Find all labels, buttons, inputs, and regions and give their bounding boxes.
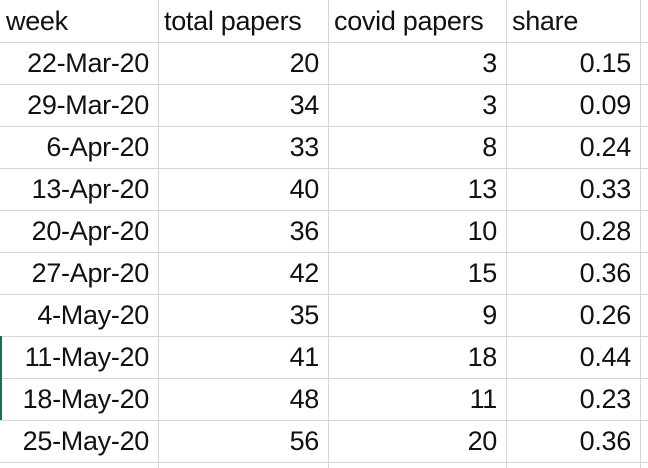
table-cell-share[interactable]: 0.33 <box>579 174 632 204</box>
table-cell-total-papers[interactable]: 40 <box>289 174 320 204</box>
selection-edge <box>0 336 2 420</box>
table-cell-total-papers[interactable]: 36 <box>289 216 320 246</box>
table-cell-covid-papers[interactable]: 15 <box>467 258 498 288</box>
table-cell-covid-papers[interactable]: 8 <box>482 132 497 162</box>
table-cell-total-papers[interactable]: 56 <box>289 426 320 456</box>
table-cell-covid-papers[interactable]: 18 <box>467 342 498 372</box>
table-cell-share[interactable]: 0.09 <box>579 90 632 120</box>
gridline-horizontal <box>0 126 648 127</box>
header-cell-share[interactable]: share <box>512 6 579 36</box>
table-cell-week[interactable]: 25-May-20 <box>22 426 150 456</box>
table-cell-share[interactable]: 0.24 <box>579 132 632 162</box>
table-cell-covid-papers[interactable]: 9 <box>482 300 497 330</box>
table-cell-covid-papers[interactable]: 13 <box>467 174 498 204</box>
table-cell-week[interactable]: 13-Apr-20 <box>31 174 150 204</box>
gridline-vertical <box>158 0 159 468</box>
header-cell-total-papers[interactable]: total papers <box>164 6 302 36</box>
gridline-horizontal <box>0 168 648 169</box>
table-cell-covid-papers[interactable]: 3 <box>482 90 497 120</box>
table-cell-covid-papers[interactable]: 20 <box>467 426 498 456</box>
gridline-horizontal <box>0 462 648 463</box>
table-cell-share[interactable]: 0.36 <box>579 258 632 288</box>
table-cell-covid-papers[interactable]: 3 <box>482 48 497 78</box>
gridline-vertical <box>328 0 329 468</box>
gridline-horizontal <box>0 378 648 379</box>
gridline-horizontal <box>0 84 648 85</box>
table-cell-total-papers[interactable]: 34 <box>289 90 320 120</box>
gridline-horizontal <box>0 336 648 337</box>
table-cell-share[interactable]: 0.44 <box>579 342 632 372</box>
table-cell-total-papers[interactable]: 41 <box>289 342 320 372</box>
table-cell-share[interactable]: 0.15 <box>579 48 632 78</box>
table-cell-week[interactable]: 4-May-20 <box>37 300 149 330</box>
table-cell-week[interactable]: 22-Mar-20 <box>27 48 149 78</box>
gridline-vertical <box>506 0 507 468</box>
table-cell-share[interactable]: 0.36 <box>579 426 632 456</box>
table-cell-week[interactable]: 29-Mar-20 <box>27 90 149 120</box>
table-cell-total-papers[interactable]: 48 <box>289 384 320 414</box>
gridline-horizontal <box>0 420 648 421</box>
table-cell-covid-papers[interactable]: 10 <box>467 216 498 246</box>
table-cell-total-papers[interactable]: 35 <box>289 300 320 330</box>
table-cell-total-papers[interactable]: 33 <box>289 132 320 162</box>
gridline-horizontal <box>0 294 648 295</box>
table-cell-week[interactable]: 11-May-20 <box>24 342 150 372</box>
table-cell-week[interactable]: 27-Apr-20 <box>31 258 150 288</box>
table-cell-share[interactable]: 0.28 <box>579 216 632 246</box>
gridline-horizontal <box>0 210 648 211</box>
gridline-horizontal <box>0 252 648 253</box>
table-cell-total-papers[interactable]: 42 <box>289 258 320 288</box>
table-cell-share[interactable]: 0.26 <box>579 300 632 330</box>
table-cell-week[interactable]: 18-May-20 <box>22 384 150 414</box>
table-cell-week[interactable]: 6-Apr-20 <box>46 132 149 162</box>
gridline-horizontal <box>0 42 648 43</box>
header-cell-covid-papers[interactable]: covid papers <box>334 6 484 36</box>
table-cell-total-papers[interactable]: 20 <box>289 48 320 78</box>
table-cell-share[interactable]: 0.23 <box>579 384 632 414</box>
header-cell-week[interactable]: week <box>6 6 68 36</box>
gridline-vertical <box>640 0 641 468</box>
table-cell-covid-papers[interactable]: 11 <box>469 384 498 414</box>
table-cell-week[interactable]: 20-Apr-20 <box>31 216 150 246</box>
